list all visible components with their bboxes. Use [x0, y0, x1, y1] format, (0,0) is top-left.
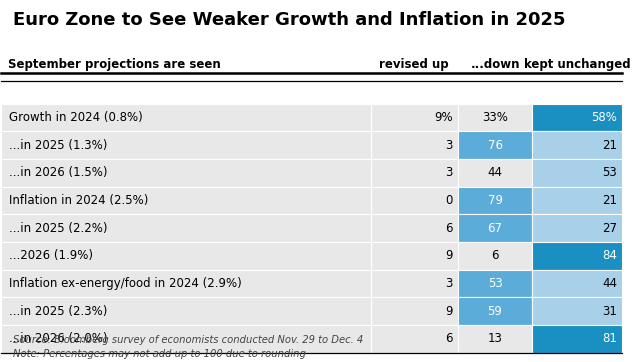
- Text: ...in 2026 (2.0%): ...in 2026 (2.0%): [9, 332, 107, 345]
- Text: Note: Percentages may not add up to 100 due to rounding: Note: Percentages may not add up to 100 …: [13, 349, 306, 359]
- FancyBboxPatch shape: [1, 214, 371, 242]
- FancyBboxPatch shape: [1, 159, 371, 187]
- Text: 13: 13: [488, 332, 503, 345]
- FancyBboxPatch shape: [371, 325, 458, 353]
- Text: ...down: ...down: [470, 58, 520, 71]
- Text: 6: 6: [445, 332, 453, 345]
- Text: 6: 6: [491, 249, 499, 262]
- Text: 81: 81: [603, 332, 617, 345]
- Text: 21: 21: [603, 139, 617, 152]
- FancyBboxPatch shape: [458, 298, 532, 325]
- Text: 21: 21: [603, 194, 617, 207]
- FancyBboxPatch shape: [1, 298, 371, 325]
- Text: 44: 44: [488, 167, 503, 180]
- FancyBboxPatch shape: [1, 131, 371, 159]
- FancyBboxPatch shape: [371, 242, 458, 270]
- Text: ...2026 (1.9%): ...2026 (1.9%): [9, 249, 93, 262]
- Text: 76: 76: [488, 139, 503, 152]
- FancyBboxPatch shape: [371, 131, 458, 159]
- Text: 3: 3: [445, 277, 453, 290]
- Text: ...in 2026 (1.5%): ...in 2026 (1.5%): [9, 167, 107, 180]
- Text: Euro Zone to See Weaker Growth and Inflation in 2025: Euro Zone to See Weaker Growth and Infla…: [13, 11, 565, 29]
- FancyBboxPatch shape: [371, 270, 458, 298]
- Text: Inflation in 2024 (2.5%): Inflation in 2024 (2.5%): [9, 194, 148, 207]
- FancyBboxPatch shape: [532, 298, 622, 325]
- FancyBboxPatch shape: [458, 187, 532, 214]
- FancyBboxPatch shape: [532, 131, 622, 159]
- FancyBboxPatch shape: [371, 214, 458, 242]
- FancyBboxPatch shape: [532, 242, 622, 270]
- Text: 3: 3: [445, 167, 453, 180]
- Text: Inflation ex-energy/food in 2024 (2.9%): Inflation ex-energy/food in 2024 (2.9%): [9, 277, 242, 290]
- Text: 53: 53: [488, 277, 503, 290]
- Text: 44: 44: [603, 277, 617, 290]
- FancyBboxPatch shape: [458, 325, 532, 353]
- FancyBboxPatch shape: [532, 214, 622, 242]
- Text: 67: 67: [488, 222, 503, 235]
- FancyBboxPatch shape: [458, 159, 532, 187]
- Text: ...in 2025 (1.3%): ...in 2025 (1.3%): [9, 139, 107, 152]
- Text: 59: 59: [488, 305, 503, 318]
- Text: 6: 6: [445, 222, 453, 235]
- FancyBboxPatch shape: [371, 298, 458, 325]
- FancyBboxPatch shape: [1, 270, 371, 298]
- FancyBboxPatch shape: [1, 242, 371, 270]
- FancyBboxPatch shape: [458, 242, 532, 270]
- Text: 79: 79: [488, 194, 503, 207]
- FancyBboxPatch shape: [532, 159, 622, 187]
- FancyBboxPatch shape: [458, 214, 532, 242]
- Text: 27: 27: [603, 222, 617, 235]
- Text: 3: 3: [445, 139, 453, 152]
- FancyBboxPatch shape: [532, 270, 622, 298]
- Text: 58%: 58%: [592, 111, 617, 124]
- Text: ...in 2025 (2.2%): ...in 2025 (2.2%): [9, 222, 107, 235]
- FancyBboxPatch shape: [1, 104, 371, 131]
- Text: 84: 84: [603, 249, 617, 262]
- FancyBboxPatch shape: [371, 159, 458, 187]
- Text: September projections are seen: September projections are seen: [8, 58, 221, 71]
- FancyBboxPatch shape: [1, 325, 371, 353]
- Text: kept unchanged: kept unchanged: [524, 58, 631, 71]
- FancyBboxPatch shape: [458, 104, 532, 131]
- FancyBboxPatch shape: [371, 104, 458, 131]
- FancyBboxPatch shape: [458, 270, 532, 298]
- Text: 31: 31: [603, 305, 617, 318]
- Text: Growth in 2024 (0.8%): Growth in 2024 (0.8%): [9, 111, 142, 124]
- Text: 9: 9: [445, 305, 453, 318]
- Text: Source: Bloomberg survey of economists conducted Nov. 29 to Dec. 4: Source: Bloomberg survey of economists c…: [13, 335, 363, 345]
- Text: 0: 0: [445, 194, 453, 207]
- FancyBboxPatch shape: [458, 131, 532, 159]
- Text: revised up: revised up: [379, 58, 449, 71]
- FancyBboxPatch shape: [1, 187, 371, 214]
- Text: 53: 53: [603, 167, 617, 180]
- FancyBboxPatch shape: [532, 325, 622, 353]
- Text: 9: 9: [445, 249, 453, 262]
- Text: 33%: 33%: [482, 111, 508, 124]
- Text: ...in 2025 (2.3%): ...in 2025 (2.3%): [9, 305, 107, 318]
- FancyBboxPatch shape: [532, 187, 622, 214]
- FancyBboxPatch shape: [371, 187, 458, 214]
- FancyBboxPatch shape: [532, 104, 622, 131]
- Text: 9%: 9%: [434, 111, 453, 124]
